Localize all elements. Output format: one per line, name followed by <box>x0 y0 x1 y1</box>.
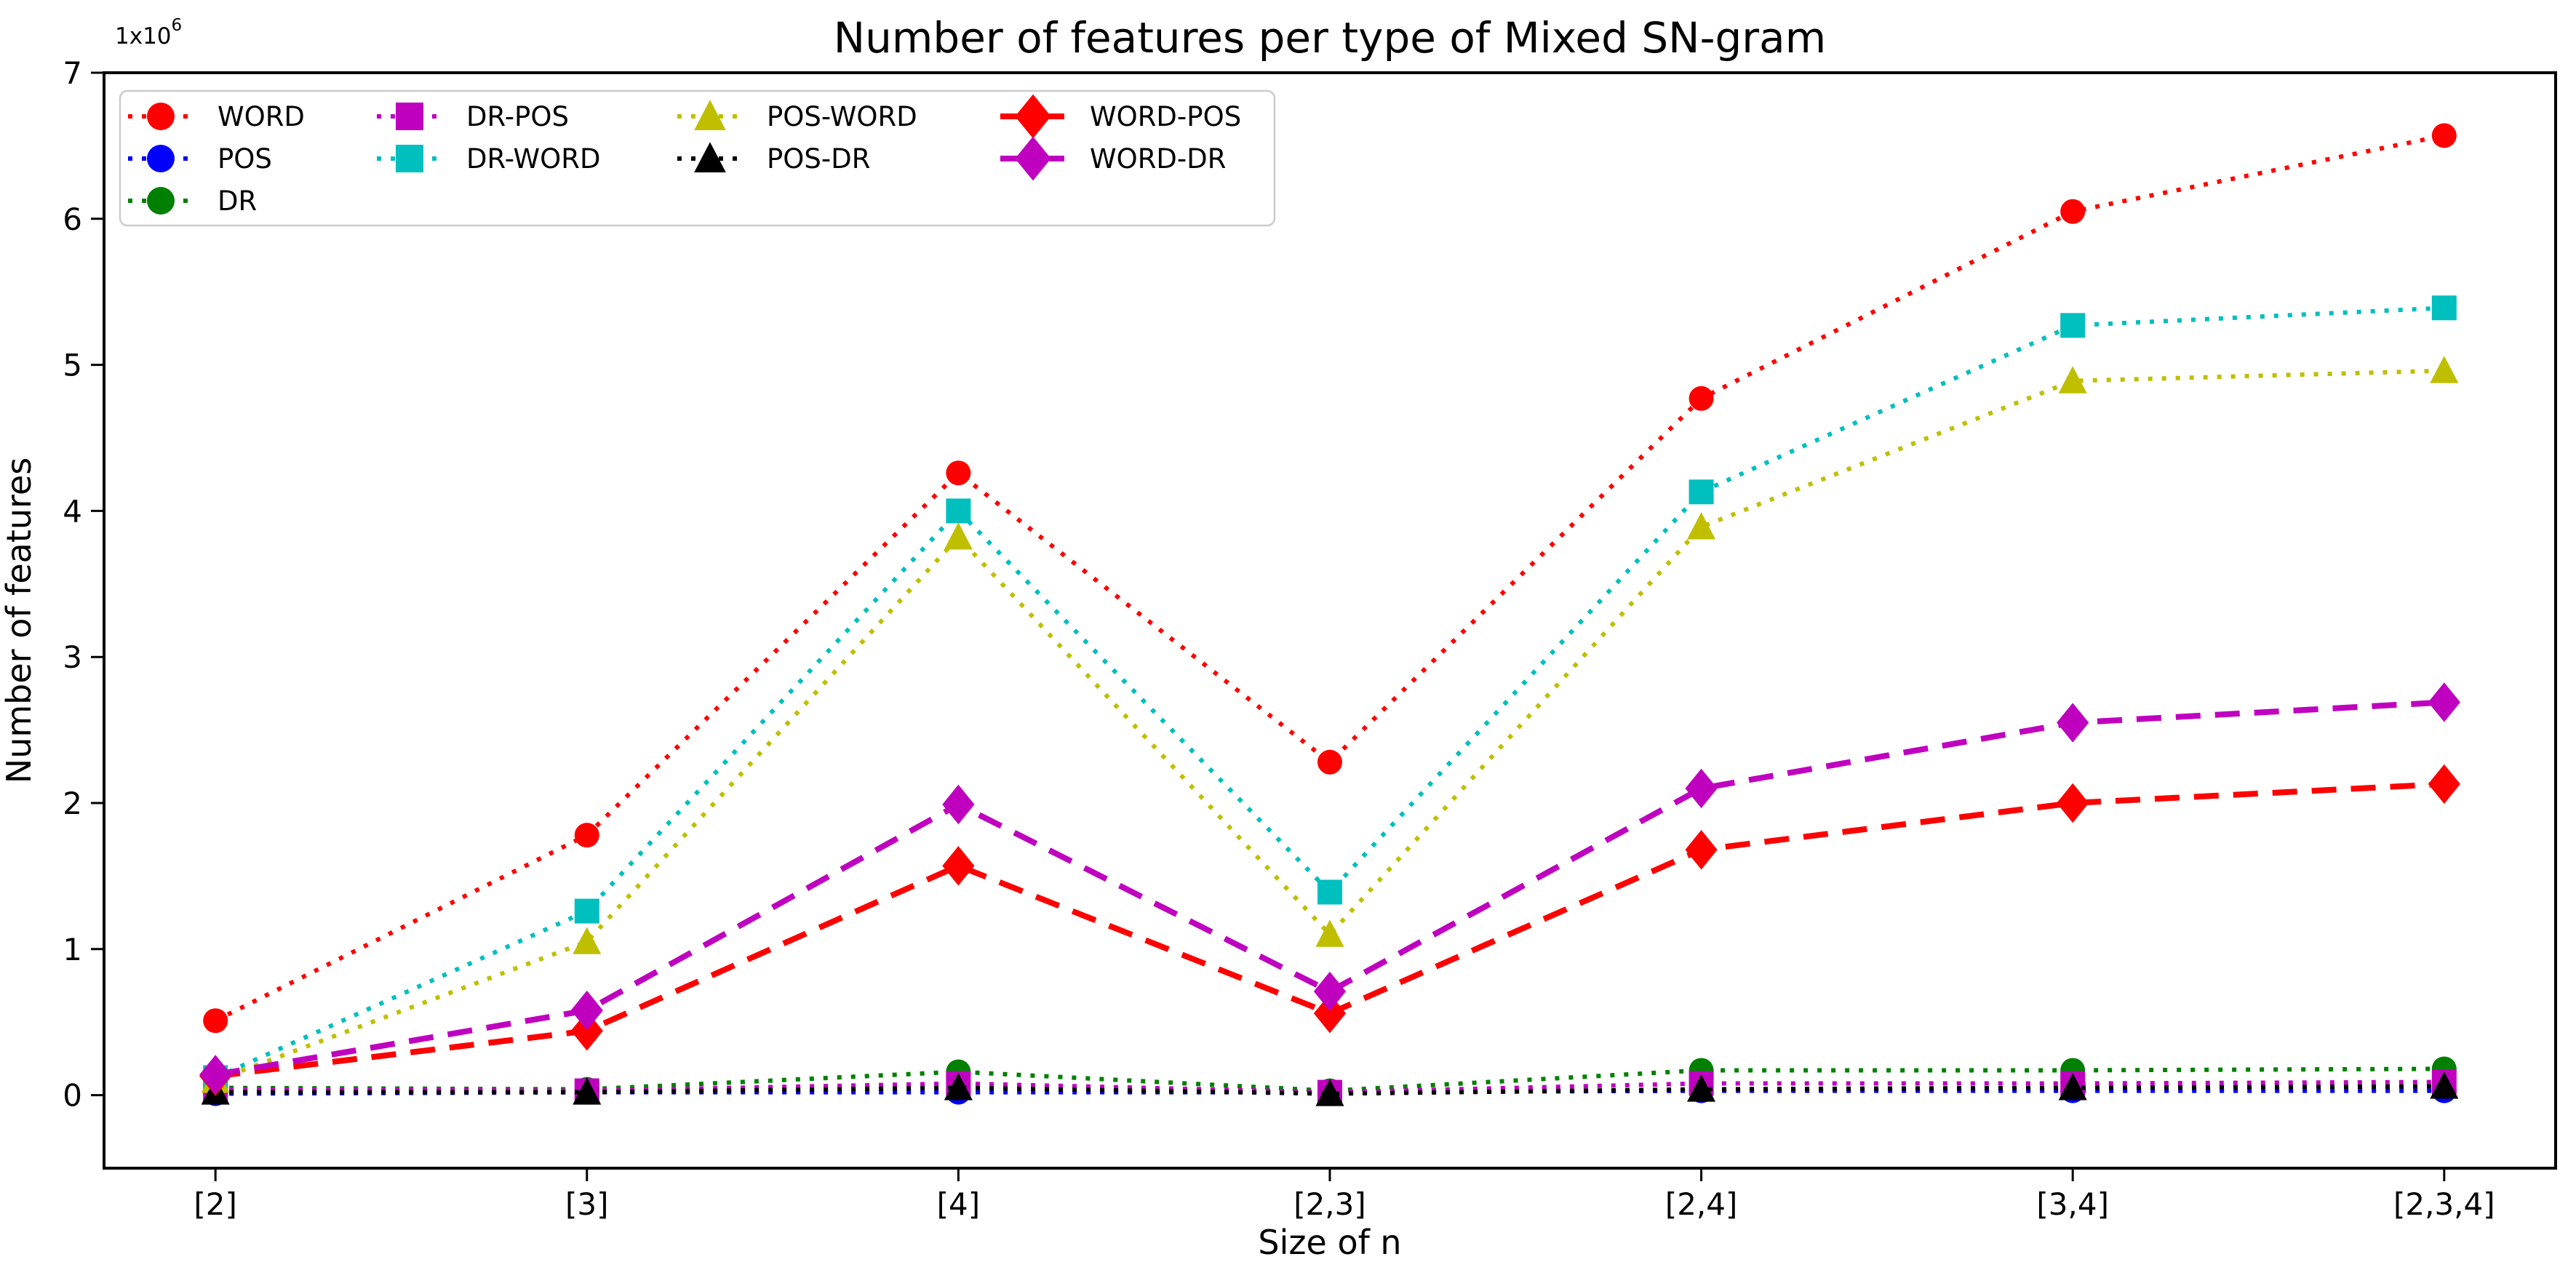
legend-label-POS: POS <box>218 143 272 175</box>
series-DR-WORD-marker <box>2431 295 2457 321</box>
series-POS-DR-marker <box>2430 1071 2459 1099</box>
series-WORD-DR-marker <box>942 784 975 825</box>
series-WORD-POS-marker <box>1313 993 1347 1034</box>
series-WORD-DR <box>199 682 2460 1095</box>
series-POS-DR-marker <box>1687 1074 1716 1102</box>
legend-item-DR-WORD: DR-WORD <box>377 143 600 175</box>
x-tick-label: [3] <box>565 1186 609 1222</box>
legend-item-WORD-POS: WORD-POS <box>1000 94 1241 139</box>
series-WORD-POS-marker <box>570 1011 603 1051</box>
legend-marker-POS-WORD <box>694 100 726 130</box>
series-WORD-POS <box>199 764 2460 1096</box>
legend-item-DR-POS: DR-POS <box>377 101 569 132</box>
series-DR-WORD-line <box>214 305 2444 1080</box>
series-WORD-POS-marker <box>2428 764 2460 804</box>
series-WORD-POS-marker <box>1685 830 1718 870</box>
series-WORD-marker <box>1688 386 1714 411</box>
series-WORD <box>203 123 2457 1034</box>
series-WORD-marker <box>2060 199 2086 224</box>
legend-item-POS-DR: POS-DR <box>677 142 870 175</box>
series-POS-DR-marker <box>2058 1073 2087 1101</box>
y-axis-offset-text: 1x106 <box>115 16 182 49</box>
y-axis-label: Number of features <box>0 458 39 783</box>
series-WORD-DR-marker <box>1313 971 1347 1012</box>
series-WORD-DR-marker <box>2057 703 2089 743</box>
legend-marker-DR <box>147 187 175 215</box>
series-WORD-marker <box>1317 749 1342 775</box>
y-tick-label: 6 <box>63 201 82 237</box>
series-layer <box>199 123 2460 1106</box>
series-POS-DR-marker <box>1315 1079 1344 1106</box>
axis-ticks: 0 1 2 3 4 5 6 7 [2] [3] [4] [2,3] [2,4] [3,4] [2,3,4] <box>63 55 2495 1222</box>
y-tick-label: 1 <box>63 932 82 967</box>
series-POS-WORD-marker <box>573 927 602 954</box>
legend-label-WORD-POS: WORD-POS <box>1090 101 1241 132</box>
legend-marker-DR-WORD <box>396 145 423 172</box>
legend-marker-WORD-DR <box>1015 136 1051 181</box>
series-WORD-marker <box>203 1008 228 1034</box>
series-DR-WORD-marker <box>1317 879 1342 905</box>
series-WORD-marker <box>946 460 971 486</box>
legend-marker-DR-POS <box>396 103 423 130</box>
legend: WORD POS DR DR-POS DR-WORD POS-WORD POS-DR WORD… <box>119 89 1276 227</box>
x-tick-label: [4] <box>937 1186 981 1222</box>
series-WORD-POS-marker <box>942 846 975 886</box>
legend-marker-POS-DR <box>694 142 726 172</box>
legend-item-WORD-DR: WORD-DR <box>1000 136 1226 181</box>
series-POS-WORD-marker <box>944 522 973 550</box>
legend-label-DR-WORD: DR-WORD <box>466 143 600 175</box>
series-WORD-DR-marker <box>1685 768 1718 809</box>
x-tick-label: [2,3] <box>1293 1186 1366 1222</box>
series-POS-DR <box>201 1071 2459 1106</box>
y-tick-label: 7 <box>63 55 82 91</box>
legend-label-DR: DR <box>218 185 257 217</box>
series-WORD-marker <box>2431 123 2457 148</box>
series-DR-WORD <box>203 295 2457 1090</box>
x-tick-label: [2] <box>194 1186 237 1222</box>
series-POS-WORD-marker <box>2430 356 2459 383</box>
series-POS-WORD-marker <box>1315 919 1344 947</box>
chart-title: Number of features per type of Mixed SN-… <box>834 13 1826 63</box>
series-WORD-POS-marker <box>2057 783 2089 823</box>
legend-marker-WORD-POS <box>1015 94 1051 139</box>
series-DR-WORD-marker <box>946 498 971 524</box>
legend-item-WORD: WORD <box>128 101 305 132</box>
y-tick-label: 3 <box>63 639 82 675</box>
legend-item-POS: POS <box>128 143 272 175</box>
legend-label-WORD: WORD <box>218 101 305 132</box>
legend-label-POS-DR: POS-DR <box>767 143 870 175</box>
series-WORD-marker <box>574 823 599 848</box>
legend-marker-POS <box>147 145 175 172</box>
series-POS-DR-marker <box>944 1073 973 1101</box>
legend-item-POS-WORD: POS-WORD <box>677 100 917 132</box>
legend-label-POS-WORD: POS-WORD <box>767 101 917 132</box>
x-tick-label: [2,4] <box>1665 1186 1738 1222</box>
series-WORD-DR-marker <box>570 990 603 1031</box>
series-WORD-DR-marker <box>2428 682 2460 722</box>
x-tick-label: [2,3,4] <box>2393 1186 2495 1222</box>
series-POS-WORD-marker <box>2058 366 2087 394</box>
series-DR-WORD-marker <box>2060 313 2086 338</box>
x-axis-label: Size of n <box>1258 1223 1401 1262</box>
legend-label-DR-POS: DR-POS <box>466 101 569 132</box>
series-DR-WORD-marker <box>574 898 599 924</box>
series-POS-WORD-marker <box>1687 512 1716 540</box>
y-tick-label: 0 <box>63 1078 82 1114</box>
y-tick-label: 2 <box>63 786 82 821</box>
series-POS-WORD <box>201 356 2459 1093</box>
y-tick-label: 5 <box>63 348 82 383</box>
legend-label-WORD-DR: WORD-DR <box>1090 143 1226 175</box>
series-DR-WORD-marker <box>1688 479 1714 505</box>
legend-marker-WORD <box>147 103 175 130</box>
series-POS-DR-marker <box>573 1077 602 1105</box>
y-tick-label: 4 <box>63 493 82 529</box>
x-tick-label: [3,4] <box>2036 1186 2109 1222</box>
legend-item-DR: DR <box>128 185 257 217</box>
series-WORD-DR-marker <box>199 1055 232 1095</box>
